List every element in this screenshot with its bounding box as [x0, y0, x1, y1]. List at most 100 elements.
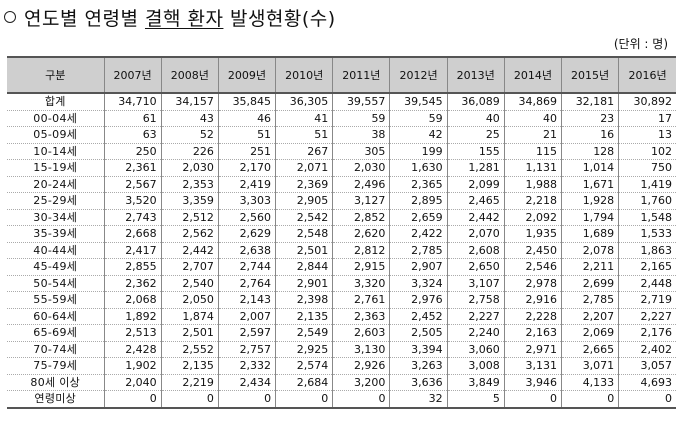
- table-cell: 21: [503, 126, 562, 144]
- table-row: 45-49세 2,855 2,707 2,744 2,844 2,915 2,907 2,65…: [7, 258, 676, 276]
- table-cell: 63: [103, 126, 162, 144]
- table-cell: 2,218: [503, 192, 562, 210]
- table-cell: 2,170: [217, 159, 276, 177]
- header-year: 2016년: [618, 56, 676, 94]
- table-cell: 2,895: [389, 192, 448, 210]
- table-cell: 2,597: [217, 324, 276, 342]
- table-cell: 59: [332, 110, 390, 127]
- table-cell: 2,007: [217, 308, 276, 325]
- table-cell: 2,743: [103, 209, 162, 226]
- table-cell: 102: [618, 143, 676, 160]
- table-cell: 2,227: [618, 308, 676, 325]
- table-cell: 2,785: [389, 242, 448, 259]
- table-cell: 251: [217, 143, 276, 160]
- row-label: 50-54세: [7, 275, 104, 292]
- table-cell: 61: [103, 110, 162, 127]
- table-row: 40-44세 2,417 2,442 2,638 2,501 2,812 2,785 2,60…: [7, 242, 676, 259]
- table-cell: 3,127: [332, 192, 390, 210]
- table-cell: 3,263: [389, 357, 448, 375]
- header-year: 2010년: [275, 56, 333, 94]
- table-row: 80세 이상 2,040 2,219 2,434 2,684 3,200 3,636 3,84…: [7, 374, 676, 391]
- table-cell: 3,200: [332, 374, 390, 391]
- table-cell: 2,030: [332, 159, 390, 177]
- table-cell: 2,855: [103, 258, 162, 276]
- table-cell: 2,434: [217, 374, 276, 391]
- table-cell: 1,548: [618, 209, 676, 226]
- table-cell: 16: [560, 126, 619, 144]
- table-cell: 2,398: [275, 291, 333, 309]
- table-cell: 3,520: [103, 192, 162, 210]
- table-cell: 1,671: [560, 176, 619, 193]
- table-cell: 2,501: [160, 324, 219, 342]
- table-cell: 2,361: [103, 159, 162, 177]
- table-cell: 36,089: [446, 93, 505, 111]
- table-cell: 2,442: [160, 242, 219, 259]
- table-cell: 2,976: [389, 291, 448, 309]
- table-cell: 2,668: [103, 225, 162, 243]
- table-cell: 2,905: [275, 192, 333, 210]
- table-cell: 2,071: [275, 159, 333, 177]
- table-cell: 30,892: [618, 93, 676, 111]
- header-year: 2013년: [446, 56, 505, 94]
- table-row: 합계 34,710 34,157 35,845 36,305 39,557 39,545 36…: [7, 93, 676, 111]
- table-cell: 2,513: [103, 324, 162, 342]
- table-cell: 25: [446, 126, 505, 144]
- table-cell: 1,419: [618, 176, 676, 193]
- table-row: 65-69세 2,513 2,501 2,597 2,549 2,603 2,505 2,24…: [7, 324, 676, 342]
- table-cell: 0: [217, 390, 276, 409]
- table-cell: 39,545: [389, 93, 448, 111]
- table-cell: 52: [160, 126, 219, 144]
- table-cell: 0: [503, 390, 562, 409]
- row-label: 25-29세: [7, 192, 104, 210]
- table-row: 15-19세 2,361 2,030 2,170 2,071 2,030 1,630 1,28…: [7, 159, 676, 177]
- table-cell: 3,107: [446, 275, 505, 292]
- table-cell: 2,684: [275, 374, 333, 391]
- table-cell: 2,227: [446, 308, 505, 325]
- row-label: 10-14세: [7, 143, 104, 160]
- table-cell: 2,540: [160, 275, 219, 292]
- table-cell: 1,014: [560, 159, 619, 177]
- table-cell: 51: [275, 126, 333, 144]
- table-cell: 2,844: [275, 258, 333, 276]
- table-cell: 0: [275, 390, 333, 409]
- table-cell: 2,546: [503, 258, 562, 276]
- table-cell: 2,562: [160, 225, 219, 243]
- table-cell: 155: [446, 143, 505, 160]
- table-cell: 1,760: [618, 192, 676, 210]
- table-cell: 1,874: [160, 308, 219, 325]
- table-cell: 115: [503, 143, 562, 160]
- table-cell: 34,710: [103, 93, 162, 111]
- table-cell: 2,092: [503, 209, 562, 226]
- table-cell: 1,533: [618, 225, 676, 243]
- row-label: 80세 이상: [7, 374, 104, 391]
- table-cell: 305: [332, 143, 390, 160]
- table-cell: 2,926: [332, 357, 390, 375]
- table-cell: 2,428: [103, 341, 162, 358]
- table-cell: 32,181: [560, 93, 619, 111]
- table-cell: 0: [560, 390, 619, 409]
- table-cell: 2,567: [103, 176, 162, 193]
- table-cell: 2,501: [275, 242, 333, 259]
- table-row: 75-79세 1,902 2,135 2,332 2,574 2,926 3,263 3,00…: [7, 357, 676, 375]
- table-cell: 13: [618, 126, 676, 144]
- table-cell: 2,901: [275, 275, 333, 292]
- table-cell: 3,303: [217, 192, 276, 210]
- table-cell: 1,935: [503, 225, 562, 243]
- row-label: 70-74세: [7, 341, 104, 358]
- table-row: 25-29세 3,520 3,359 3,303 2,905 3,127 2,895 2,46…: [7, 192, 676, 210]
- header-year: 2014년: [503, 56, 562, 94]
- table-cell: 46: [217, 110, 276, 127]
- row-label: 45-49세: [7, 258, 104, 276]
- table-cell: 3,324: [389, 275, 448, 292]
- table-cell: 2,219: [160, 374, 219, 391]
- table-cell: 2,353: [160, 176, 219, 193]
- table-cell: 2,165: [618, 258, 676, 276]
- table-cell: 0: [103, 390, 162, 409]
- table-cell: 2,915: [332, 258, 390, 276]
- table-cell: 2,365: [389, 176, 448, 193]
- table-cell: 1,689: [560, 225, 619, 243]
- table-cell: 1,630: [389, 159, 448, 177]
- table-row: 30-34세 2,743 2,512 2,560 2,542 2,852 2,659 2,44…: [7, 209, 676, 226]
- table-cell: 1,863: [618, 242, 676, 259]
- table-cell: 2,363: [332, 308, 390, 325]
